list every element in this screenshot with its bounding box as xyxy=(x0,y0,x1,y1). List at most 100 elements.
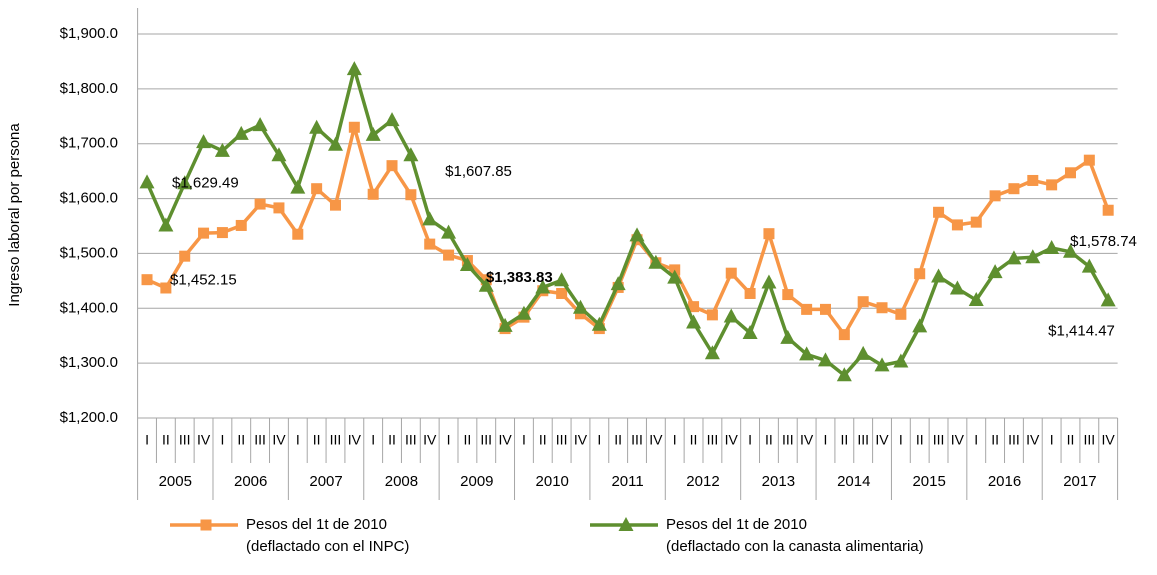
x-group-label: 2014 xyxy=(837,473,870,490)
data-point xyxy=(214,142,230,157)
data-point xyxy=(987,264,1003,279)
data-point xyxy=(610,276,626,291)
data-point xyxy=(855,345,871,360)
x-tick-label: III xyxy=(405,432,417,448)
data-point xyxy=(459,256,475,271)
data-point xyxy=(817,352,833,367)
annotation: $1,452.15 xyxy=(170,272,237,289)
data-point xyxy=(836,367,852,382)
data-point xyxy=(629,227,645,242)
data-point xyxy=(763,228,775,240)
data-point xyxy=(893,353,909,368)
data-point xyxy=(667,269,683,284)
x-tick-label: III xyxy=(857,432,869,448)
x-tick-label: I xyxy=(447,432,451,448)
x-tick-label: I xyxy=(673,432,677,448)
data-point xyxy=(782,289,794,301)
data-point xyxy=(951,219,963,231)
x-group-label: 2009 xyxy=(460,473,493,490)
x-group-label: 2013 xyxy=(762,473,795,490)
data-point xyxy=(801,303,813,315)
data-point xyxy=(591,316,607,331)
x-tick-label: II xyxy=(162,432,170,448)
data-point xyxy=(196,134,212,149)
data-point xyxy=(141,274,153,286)
data-point xyxy=(742,324,758,339)
data-point xyxy=(1064,167,1076,179)
x-tick-label: III xyxy=(254,432,266,448)
data-point xyxy=(931,268,947,283)
x-tick-label: II xyxy=(916,432,924,448)
x-tick-label: IV xyxy=(272,432,286,448)
data-point xyxy=(1027,174,1039,186)
annotation: $1,578.74 xyxy=(1070,233,1137,250)
data-point xyxy=(252,117,268,132)
data-point xyxy=(216,227,228,239)
x-tick-label: I xyxy=(371,432,375,448)
data-point xyxy=(422,211,438,226)
x-tick-label: II xyxy=(464,432,472,448)
data-point xyxy=(443,249,455,261)
data-point xyxy=(912,318,928,333)
data-point xyxy=(1006,250,1022,265)
x-tick-label: IV xyxy=(800,432,814,448)
data-point xyxy=(158,217,174,232)
data-point xyxy=(970,216,982,228)
data-point xyxy=(1062,243,1078,258)
data-point xyxy=(367,188,379,200)
legend-label: Pesos del 1t de 2010 xyxy=(666,516,807,533)
data-point xyxy=(235,219,247,231)
data-point xyxy=(799,346,815,361)
data-point xyxy=(1044,239,1060,254)
data-point xyxy=(516,305,532,320)
data-point xyxy=(311,183,323,195)
x-tick-label: II xyxy=(690,432,698,448)
x-tick-label: IV xyxy=(197,432,211,448)
x-tick-label: I xyxy=(899,432,903,448)
x-tick-label: II xyxy=(388,432,396,448)
x-tick-label: IV xyxy=(423,432,437,448)
annotation: $1,629.49 xyxy=(172,174,239,191)
data-point xyxy=(271,147,287,162)
x-tick-label: IV xyxy=(348,432,362,448)
x-group-label: 2007 xyxy=(309,473,342,490)
y-tick-label: $1,900.0 xyxy=(60,25,118,42)
y-tick-label: $1,400.0 xyxy=(60,299,118,316)
x-group-label: 2012 xyxy=(686,473,719,490)
data-point xyxy=(838,329,850,341)
legend-marker xyxy=(200,519,212,531)
y-tick-label: $1,200.0 xyxy=(60,409,118,426)
x-tick-label: IV xyxy=(498,432,512,448)
data-point xyxy=(857,296,869,308)
x-tick-label: III xyxy=(179,432,191,448)
x-tick-label: I xyxy=(974,432,978,448)
x-tick-label: II xyxy=(614,432,622,448)
x-tick-label: II xyxy=(840,432,848,448)
data-point xyxy=(556,287,568,299)
data-point xyxy=(895,308,907,320)
data-point xyxy=(290,179,306,194)
y-tick-label: $1,300.0 xyxy=(60,354,118,371)
x-tick-label: II xyxy=(313,432,321,448)
legend-note: (deflactado con la canasta alimentaria) xyxy=(666,538,924,555)
data-point xyxy=(1008,183,1020,195)
data-point xyxy=(535,279,551,294)
x-tick-label: I xyxy=(1050,432,1054,448)
annotation: $1,607.85 xyxy=(445,163,512,180)
data-point xyxy=(386,160,398,172)
x-tick-label: III xyxy=(933,432,945,448)
data-point xyxy=(384,112,400,127)
data-point xyxy=(177,175,193,190)
annotation: $1,383.83 xyxy=(486,269,553,286)
x-group-label: 2005 xyxy=(159,473,192,490)
annotation: $1,414.47 xyxy=(1048,322,1115,339)
data-point xyxy=(198,227,210,239)
x-tick-label: III xyxy=(631,432,643,448)
data-point xyxy=(968,292,984,307)
x-tick-label: I xyxy=(145,432,149,448)
data-point xyxy=(233,125,249,140)
x-tick-label: I xyxy=(824,432,828,448)
y-tick-label: $1,600.0 xyxy=(60,190,118,207)
x-tick-label: IV xyxy=(1102,432,1116,448)
